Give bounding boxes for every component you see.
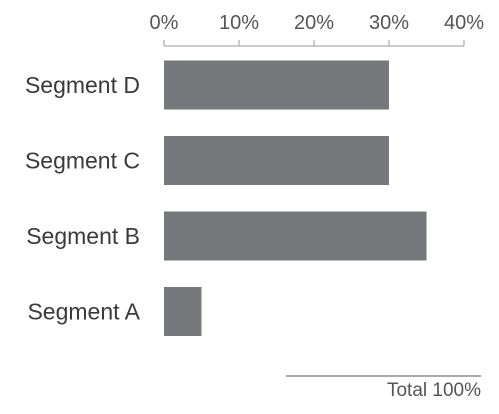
bar-segment-c: [164, 136, 389, 185]
category-label: Segment C: [25, 148, 140, 174]
bar-segment-a: [164, 287, 202, 336]
bar-segment-b: [164, 211, 427, 261]
category-label: Segment B: [26, 223, 140, 249]
x-tick-label: 30%: [369, 12, 409, 34]
category-label: Segment D: [25, 72, 140, 98]
category-label: Segment A: [27, 299, 140, 325]
x-tick-label: 40%: [444, 12, 484, 34]
bars: [164, 60, 427, 336]
bar-segment-d: [164, 60, 389, 110]
footer-total-label: Total 100%: [387, 380, 481, 401]
x-axis: [163, 40, 465, 47]
x-tick-label: 10%: [219, 12, 259, 34]
category-labels: Segment D Segment C Segment B Segment A: [25, 72, 141, 325]
x-tick-label: 0%: [150, 12, 179, 34]
x-tick-label: 20%: [294, 12, 334, 34]
x-tick-labels: 0% 10% 20% 30% 40%: [150, 12, 485, 34]
footer: Total 100%: [286, 375, 481, 401]
